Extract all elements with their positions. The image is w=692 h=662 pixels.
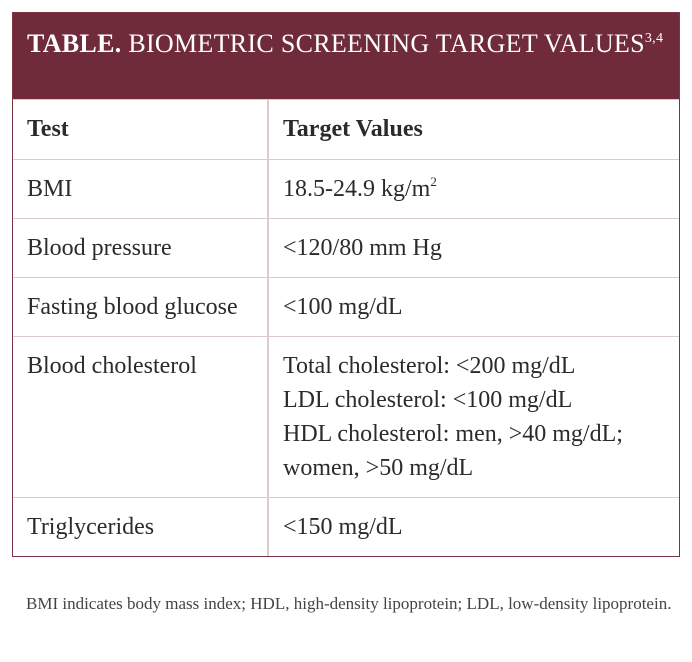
value-cell: Total cholesterol: <200 mg/dL LDL cholest… (269, 337, 679, 497)
value-cell: <100 mg/dL (269, 278, 679, 336)
title-text: BIOMETRIC SCREENING TARGET VALUES (128, 29, 645, 58)
value-cell: <120/80 mm Hg (269, 219, 679, 277)
table-row: BMI 18.5-24.9 kg/m2 (13, 159, 679, 218)
value-text: LDL cholesterol: <100 mg/dL (283, 387, 573, 413)
test-cell: Blood cholesterol (13, 337, 269, 497)
table-row: Triglycerides <150 mg/dL (13, 497, 679, 556)
test-cell: Triglycerides (13, 498, 269, 556)
value-line: <120/80 mm Hg (283, 231, 665, 265)
table-body: BMI 18.5-24.9 kg/m2 Blood pressure <120/80 … (13, 159, 679, 556)
value-text: Total cholesterol: <200 mg/dL (283, 353, 576, 379)
value-text: HDL cholesterol: men, >40 mg/dL; women, … (283, 421, 623, 481)
test-cell: Blood pressure (13, 219, 269, 277)
test-cell: Fasting blood glucose (13, 278, 269, 336)
value-cell: <150 mg/dL (269, 498, 679, 556)
title-refs: 3,4 (644, 31, 664, 46)
table-label: TABLE. (27, 29, 122, 58)
header-cell: Target Values (283, 116, 423, 142)
value-line: HDL cholesterol: men, >40 mg/dL; women, … (283, 417, 665, 485)
value-line: Total cholesterol: <200 mg/dL (283, 349, 665, 383)
footnote: BMI indicates body mass index; HDL, high… (26, 594, 672, 613)
table-row: Blood cholesterol Total cholesterol: <200… (13, 336, 679, 497)
value-cell: 18.5-24.9 kg/m2 (269, 160, 679, 218)
table: TABLE. BIOMETRIC SCREENING TARGET VALUES… (12, 12, 680, 557)
table-row: Fasting blood glucose <100 mg/dL (13, 277, 679, 336)
table-title: TABLE. BIOMETRIC SCREENING TARGET VALUES… (13, 13, 679, 99)
header-row: Test Target Values (13, 99, 679, 159)
test-cell: BMI (13, 160, 269, 218)
value-text: <150 mg/dL (283, 514, 403, 540)
value-text: <120/80 mm Hg (283, 235, 442, 261)
value-text: 18.5-24.9 kg/m (283, 176, 431, 202)
value-line: LDL cholesterol: <100 mg/dL (283, 383, 665, 417)
value-sup: 2 (430, 174, 437, 189)
table-row: Blood pressure <120/80 mm Hg (13, 218, 679, 277)
header-cell: Test (13, 100, 269, 159)
value-line: <100 mg/dL (283, 290, 665, 324)
value-line: 18.5-24.9 kg/m2 (283, 172, 665, 206)
value-text: <100 mg/dL (283, 294, 403, 320)
value-line: <150 mg/dL (283, 510, 665, 544)
